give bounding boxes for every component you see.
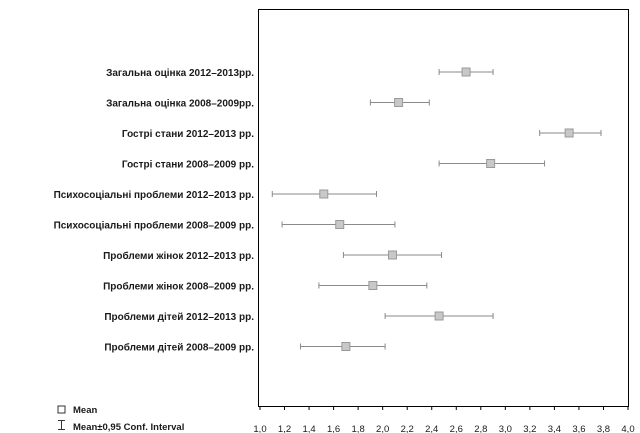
- mean-marker: [387, 250, 397, 260]
- legend-mean-label: Mean: [73, 405, 97, 416]
- mean-marker: [434, 311, 444, 321]
- category-label: Загальна оцінка 2012–2013рр.: [106, 68, 254, 79]
- mean-marker: [564, 128, 574, 138]
- category-label: Психосоціальні проблеми 2012–2013 рр.: [54, 189, 255, 201]
- x-tick-label: 2,0: [376, 424, 389, 433]
- mean-markers: [319, 67, 574, 351]
- mean-marker: [341, 342, 351, 351]
- category-labels: Загальна оцінка 2012–2013рр. Загальна оці…: [54, 68, 255, 354]
- mean-marker: [335, 220, 345, 229]
- category-label: Гострі стани 2008–2009 рр.: [122, 160, 254, 171]
- x-tick-label: 3,6: [572, 424, 585, 433]
- mean-marker: [461, 67, 471, 77]
- x-tick-label: 2,2: [401, 424, 414, 433]
- ci-whiskers: [271, 69, 602, 350]
- x-tick-label: 1,0: [253, 424, 266, 433]
- category-label: Проблеми жінок 2008–2009 рр.: [103, 281, 254, 293]
- mean-marker: [486, 159, 496, 168]
- mean-marker: [394, 98, 404, 107]
- x-tick-label: 1,2: [278, 424, 291, 433]
- category-label: Психосоціальні проблеми 2008–2009 рр.: [54, 220, 255, 232]
- x-tick-label: 1,4: [302, 424, 315, 433]
- mean-marker: [368, 281, 378, 290]
- plot-frame: [258, 9, 629, 407]
- category-label: Проблеми жінок 2012–2013 рр.: [103, 250, 254, 262]
- x-tick-label: 2,8: [474, 424, 487, 433]
- category-label: Проблеми дітей 2008–2009 рр.: [104, 342, 254, 354]
- x-tick-label: 2,4: [425, 424, 438, 433]
- x-tick-label: 4,0: [621, 424, 634, 433]
- mean-marker: [319, 189, 329, 199]
- x-tick-label: 2,6: [450, 424, 463, 433]
- category-label: Гострі стани 2012–2013 рр.: [122, 129, 254, 140]
- legend-ci-label: Mean±0,95 Conf. Interval: [73, 422, 184, 433]
- x-tick-label: 3,4: [548, 424, 561, 433]
- x-axis-ticks: 1,0 1,2 1,4 1,6 1,8 2,0 2,2 2,4 2,6 2,8 3,0 3,2 3,4 3…: [253, 406, 635, 433]
- legend-ci-icon: [58, 420, 65, 430]
- category-label: Загальна оцінка 2008–2009рр.: [106, 99, 254, 110]
- legend: Mean Mean±0,95 Conf. Interval: [57, 405, 184, 433]
- legend-mean-marker: [57, 405, 66, 414]
- x-tick-label: 3,2: [523, 424, 536, 433]
- x-tick-label: 1,6: [327, 424, 340, 433]
- x-tick-label: 3,8: [597, 424, 610, 433]
- category-label: Проблеми дітей 2012–2013 рр.: [104, 311, 254, 323]
- x-tick-label: 1,8: [352, 424, 365, 433]
- x-tick-label: 3,0: [499, 424, 512, 433]
